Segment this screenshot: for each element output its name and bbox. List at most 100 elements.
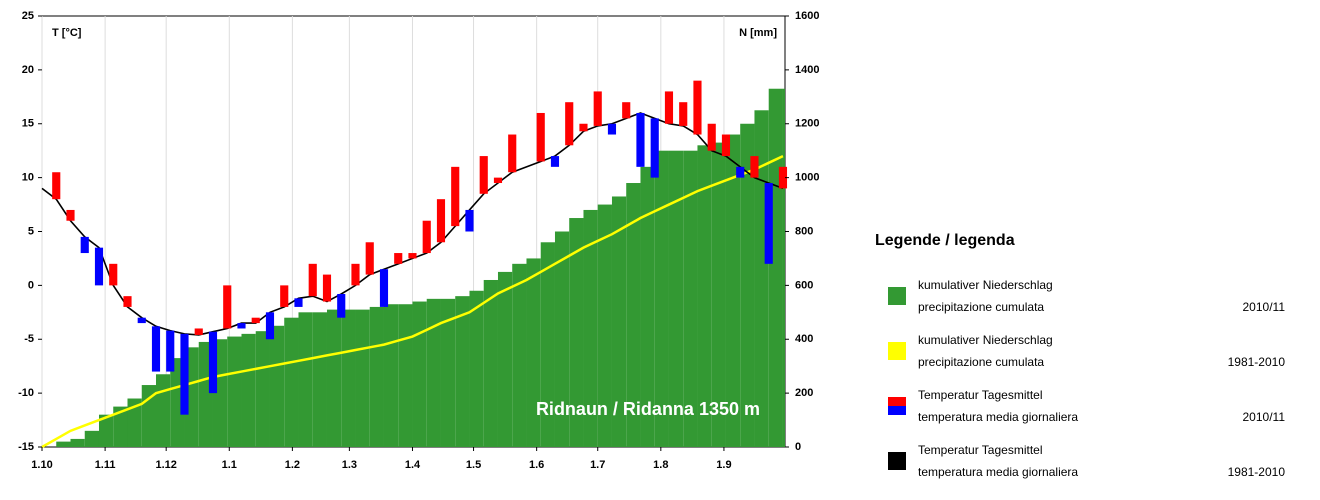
temperature-bar: [137, 317, 146, 324]
line: [41, 112, 784, 336]
temperature-bar: [66, 209, 75, 221]
x-tick-label: 1.1: [222, 459, 237, 471]
legend-label: kumulativer Niederschlag: [918, 333, 1053, 347]
temperature-bar: [778, 166, 788, 189]
x-tick-label: 1.7: [590, 459, 605, 471]
y2-tick-label: 400: [795, 333, 813, 345]
temperature-bar: [479, 156, 488, 194]
temperature-bar: [351, 263, 360, 286]
temperature-bar: [764, 183, 773, 264]
temperature-bar: [109, 263, 118, 286]
x-tick-label: 1.5: [466, 459, 481, 471]
temperature-bar: [123, 296, 132, 307]
precip-step: [654, 150, 669, 447]
temperature-bar: [536, 112, 545, 162]
y-axis-label: T [°C]: [52, 27, 82, 39]
temperature-bar: [565, 102, 574, 146]
y-tick-label: -5: [24, 333, 34, 345]
precip-step: [241, 333, 256, 447]
y-tick-label: 0: [28, 279, 34, 291]
temperature-bar: [622, 102, 631, 119]
precip-step: [426, 298, 441, 447]
temperature-bar: [52, 172, 61, 200]
y-tick-label: 20: [22, 64, 34, 76]
precip-step: [611, 196, 627, 447]
precip-step: [512, 263, 527, 447]
precip-step: [412, 301, 427, 447]
temperature-bar: [194, 328, 203, 335]
legend-swatch: [888, 397, 906, 406]
temperature-bar: [280, 285, 289, 307]
precip-step: [483, 279, 498, 447]
precip-step: [56, 441, 71, 447]
precip-step: [497, 271, 513, 447]
precip-step: [668, 150, 684, 447]
y-tick-label: 25: [22, 10, 34, 22]
temperature-bar: [166, 330, 175, 372]
precip-step: [540, 242, 555, 447]
temperature-bar: [636, 112, 645, 167]
precip-step: [469, 290, 484, 447]
temperature-bar: [208, 331, 218, 394]
x-tick-label: 1.12: [155, 459, 176, 471]
temperature-bar: [237, 323, 246, 329]
x-tick-label: 1.6: [529, 459, 544, 471]
x-tick-label: 1.9: [716, 459, 731, 471]
x-tick-label: 1.8: [653, 459, 668, 471]
temperature-bar: [721, 134, 731, 157]
precip-step: [455, 296, 470, 447]
precip-step: [98, 414, 114, 447]
y2-tick-label: 1200: [795, 118, 819, 130]
temperature-bar: [180, 333, 189, 415]
temperature-bar: [251, 317, 260, 324]
precip-step: [383, 304, 399, 447]
precip-step: [70, 438, 85, 447]
temperature-bar: [379, 269, 389, 307]
legend-swatch: [888, 452, 906, 470]
precip-step: [768, 88, 783, 447]
precip-step: [626, 183, 641, 447]
y2-tick-label: 800: [795, 225, 813, 237]
precip-step: [526, 258, 541, 447]
precip-step: [326, 309, 342, 447]
x-tick-label: 1.10: [31, 459, 52, 471]
precip-step: [84, 430, 99, 447]
legend-label: temperatura media giornaliera: [918, 410, 1078, 424]
precip-step: [725, 134, 741, 447]
legend-period: 2010/11: [1243, 410, 1286, 424]
temperature-bar: [493, 177, 503, 184]
precip-step: [369, 306, 384, 447]
temperature-bar: [408, 253, 417, 259]
precip-step: [298, 312, 313, 447]
temperature-bar: [550, 156, 560, 167]
precip-step: [583, 209, 598, 447]
temperature-bar: [365, 242, 374, 275]
y2-tick-label: 600: [795, 279, 813, 291]
temperature-bar: [679, 102, 688, 126]
legend-label: Temperatur Tagesmittel: [918, 443, 1043, 457]
x-tick-label: 1.3: [342, 459, 357, 471]
precip-step: [255, 331, 270, 447]
legend: kumulativer Niederschlag precipitazione c…: [888, 278, 1285, 479]
temperature-bar: [736, 166, 745, 178]
temperature-bar: [750, 156, 759, 178]
legend-swatch: [888, 342, 906, 360]
legend-label: precipitazione cumulata: [918, 300, 1044, 314]
precip-step: [782, 88, 785, 447]
temperature-bar: [707, 123, 716, 151]
temperature-bar: [465, 209, 474, 232]
precip-step: [355, 309, 370, 447]
temperature-bar: [308, 263, 317, 297]
legend-swatch: [888, 287, 906, 305]
y-tick-label: 5: [28, 225, 34, 237]
temperature-bar: [80, 236, 89, 254]
legend-period: 1981-2010: [1228, 355, 1286, 369]
temperature-bar: [223, 285, 232, 329]
precip-step: [640, 166, 655, 447]
y2-tick-label: 0: [795, 441, 801, 453]
precip-step: [569, 218, 584, 447]
temperature-bar: [422, 220, 431, 254]
precip-step: [269, 325, 285, 447]
precip-step: [711, 142, 726, 447]
